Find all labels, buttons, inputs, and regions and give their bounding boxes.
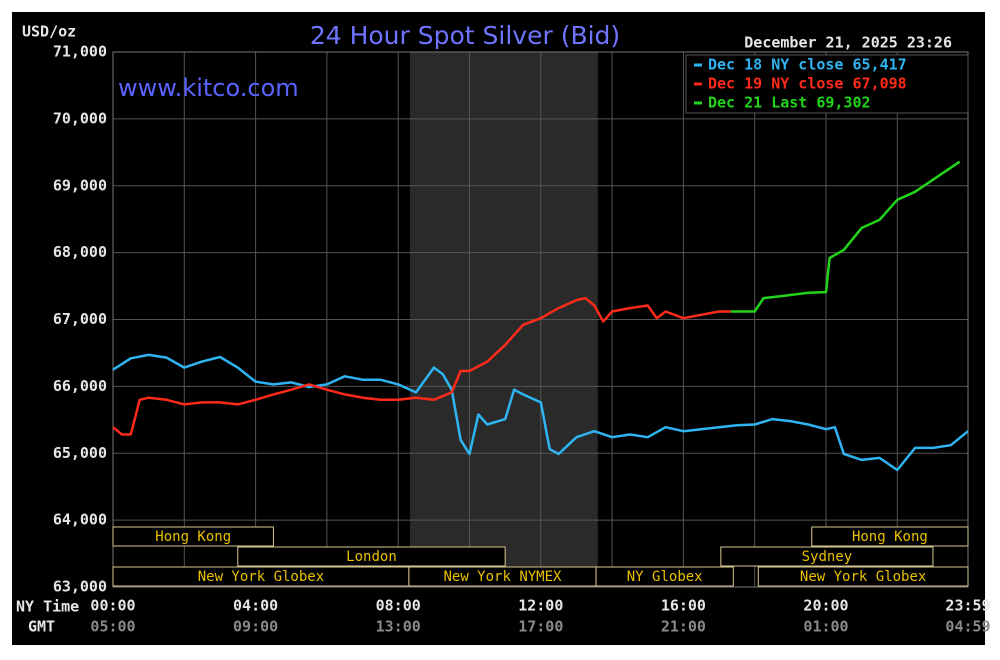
x-tick-label: 00:00 [90,597,135,615]
session-label: New York NYMEX [443,569,562,585]
session-box [112,526,274,547]
y-tick-label: 68,000 [53,243,107,261]
x-axis-label: NY Time [16,598,79,616]
session-box [811,526,969,547]
session-label: Hong Kong [155,529,231,545]
session-label: London [346,549,397,565]
series-line [730,160,961,313]
session-label: Hong Kong [852,529,928,545]
timestamp: December 21, 2025 23:26 [744,34,952,52]
legend-label: Dec 21 Last 69,302 [708,94,871,112]
y-tick-label: 65,000 [53,444,107,462]
series-line [112,353,969,472]
y-tick-label: 63,000 [53,578,107,596]
legend-label: Dec 19 NY close 67,098 [708,75,907,93]
session-label: New York Globex [800,569,926,585]
session-box [237,546,506,567]
x-tick-label: 20:00 [803,597,848,615]
watermark: www.kitco.com [118,74,299,102]
session-label: Sydney [802,549,853,565]
y-tick-label: 69,000 [53,176,107,194]
x2-tick-label: 09:00 [233,618,278,636]
plot-frame [112,51,969,588]
x-tick-label: 16:00 [661,597,706,615]
session-box [595,566,734,587]
x2-tick-label: 17:00 [518,618,563,636]
legend-label: Dec 18 NY close 65,417 [708,56,907,74]
x2-tick-label: 05:00 [90,618,135,636]
x-tick-label: 12:00 [518,597,563,615]
x2-tick-label: 01:00 [803,618,848,636]
y-axis-label: USD/oz [22,23,76,41]
x-tick-label: 23:59 [945,597,990,615]
y-tick-label: 64,000 [53,511,107,529]
y-tick-label: 71,000 [53,43,107,61]
x2-tick-label: 13:00 [376,618,421,636]
x-tick-label: 04:00 [233,597,278,615]
chart-title: 24 Hour Spot Silver (Bid) [310,21,620,50]
y-tick-label: 67,000 [53,310,107,328]
y-tick-label: 70,000 [53,109,107,127]
x-tick-label: 08:00 [376,597,421,615]
x2-tick-label: 04:59 [945,618,990,636]
x2-tick-label: 21:00 [661,618,706,636]
session-box [757,566,969,587]
y-tick-label: 66,000 [53,377,107,395]
legend-box [685,54,969,114]
series-line [112,296,731,436]
session-label: New York Globex [198,569,324,585]
x2-axis-label: GMT [28,618,55,636]
session-label: NY Globex [627,569,703,585]
session-box [720,546,934,567]
